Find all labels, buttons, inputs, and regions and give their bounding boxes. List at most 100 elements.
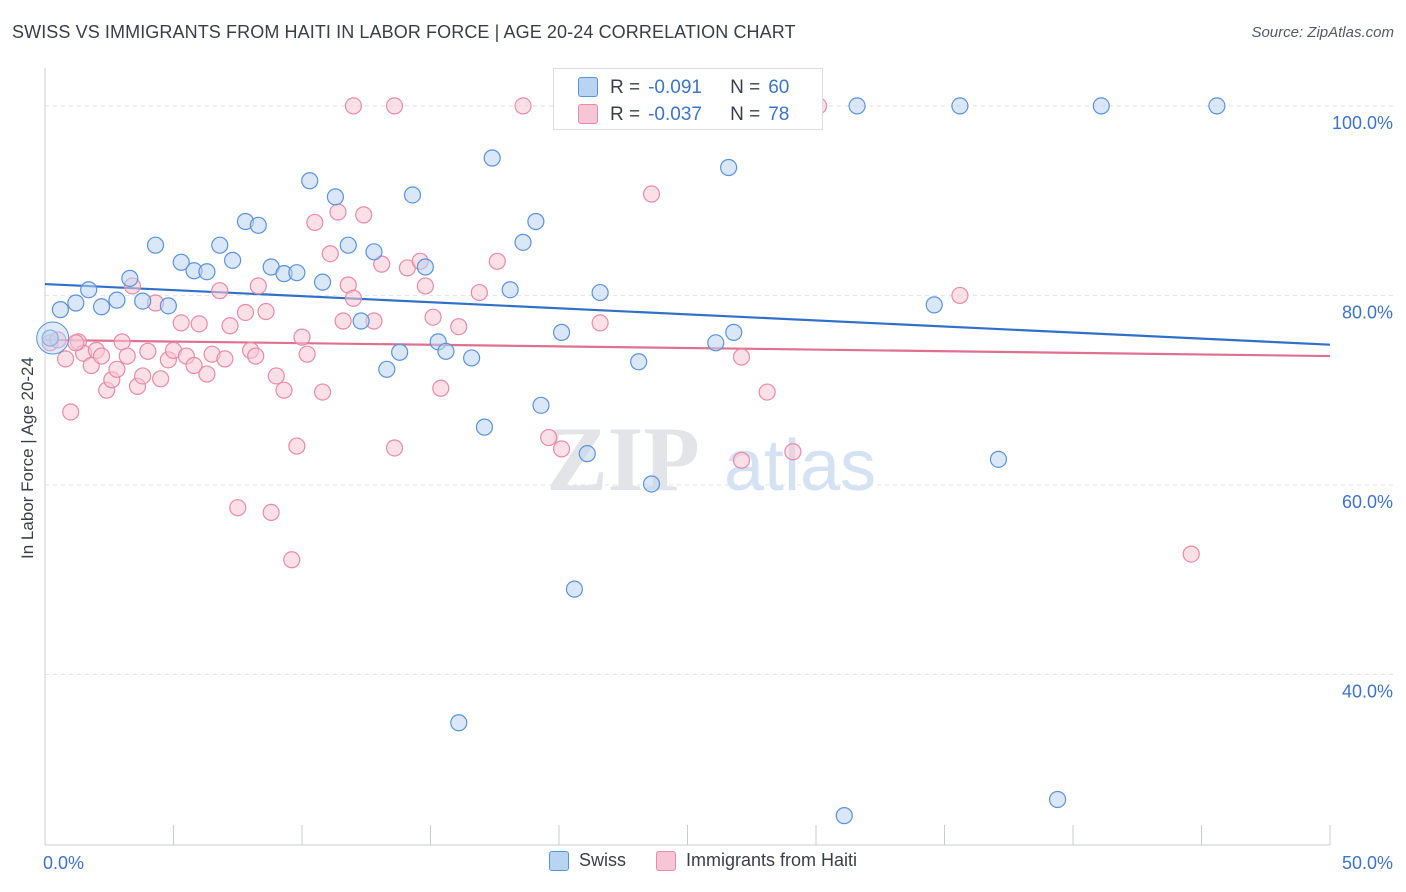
swiss-n-value: 60 — [768, 77, 790, 98]
swiss-point — [630, 353, 648, 371]
haiti-point — [334, 312, 352, 330]
haiti-point — [424, 308, 442, 326]
chart-title: SWISS VS IMMIGRANTS FROM HAITI IN LABOR … — [12, 22, 796, 42]
haiti-point — [540, 428, 558, 447]
haiti-n-label: N = — [730, 104, 761, 125]
haiti-point — [262, 503, 280, 522]
haiti-r-label: R = — [610, 104, 641, 125]
swiss-point — [224, 251, 242, 269]
axes — [44, 68, 1331, 846]
swiss-point — [501, 281, 519, 299]
stats-row-haiti: R = -0.037 N = 78 — [578, 104, 789, 126]
swiss-point — [159, 297, 177, 315]
swiss-point — [483, 149, 501, 167]
swiss-r-value: -0.091 — [648, 77, 702, 98]
swiss-point — [352, 312, 370, 330]
haiti-point — [329, 203, 347, 221]
swiss-point — [92, 298, 111, 316]
swiss-point — [450, 714, 468, 732]
y-axis-label: In Labor Force | Age 20-24 — [18, 357, 37, 559]
swiss-point — [565, 580, 584, 598]
swiss-point — [848, 97, 866, 115]
haiti-point — [216, 350, 234, 368]
swiss-point — [532, 396, 550, 414]
haiti-point — [249, 277, 267, 295]
tick-labels: 40.0% 60.0% 80.0% 100.0% 0.0% 50.0% — [43, 113, 1393, 873]
bottom-legend: Swiss Immigrants from Haiti — [0, 850, 1406, 871]
legend-item-swiss[interactable]: Swiss — [548, 850, 626, 871]
swiss-point — [121, 269, 139, 287]
haiti-point — [432, 379, 450, 397]
haiti-point — [152, 370, 170, 388]
swiss-point — [365, 243, 383, 261]
swiss-point — [1092, 97, 1110, 115]
haiti-point — [62, 403, 80, 421]
watermark-atlas: atlas — [724, 426, 876, 506]
swiss-point — [1048, 790, 1067, 809]
haiti-point — [642, 185, 661, 203]
swiss-point — [642, 475, 661, 493]
haiti-point — [488, 252, 506, 270]
stats-legend-box: R = -0.091 N = 60 R = -0.037 N = 78 — [553, 68, 823, 130]
swiss-point — [578, 445, 596, 463]
swiss-point — [80, 281, 98, 299]
swiss-point — [172, 253, 190, 271]
haiti-point — [450, 318, 468, 336]
y-tick-label: 60.0% — [1342, 492, 1393, 512]
haiti-point — [267, 367, 285, 385]
swiss-point — [211, 236, 229, 254]
haiti-trend-line — [44, 338, 1331, 358]
swiss-point — [591, 283, 609, 302]
haiti-point — [92, 347, 111, 365]
haiti-point — [139, 342, 157, 360]
swiss-point — [416, 258, 434, 276]
swiss-point — [403, 186, 422, 204]
haiti-point — [198, 365, 216, 383]
swiss-point — [989, 450, 1008, 468]
x-tick-label: 0.0% — [43, 853, 84, 873]
swiss-point — [925, 296, 943, 314]
legend-item-haiti[interactable]: Immigrants from Haiti — [655, 850, 857, 871]
haiti-point — [373, 255, 391, 273]
haiti-point — [732, 348, 751, 366]
haiti-point — [134, 367, 152, 385]
source-label: Source: ZipAtlas.com — [1251, 24, 1394, 41]
haiti-swatch — [578, 104, 598, 124]
haiti-point — [385, 439, 404, 457]
swiss-point — [249, 216, 267, 234]
swiss-swatch — [578, 77, 598, 97]
haiti-point — [257, 302, 275, 321]
haiti-point — [784, 443, 802, 461]
haiti-point — [247, 347, 265, 365]
swiss-point — [198, 263, 216, 281]
swiss-point — [707, 334, 725, 352]
swiss-point — [108, 291, 126, 309]
x-tick-label: 50.0% — [1342, 853, 1393, 873]
haiti-point — [344, 289, 362, 307]
haiti-r-value: -0.037 — [648, 104, 702, 125]
grid-lines — [45, 105, 1395, 675]
swiss-point — [288, 264, 306, 282]
haiti-point — [288, 437, 306, 455]
trend-lines — [44, 282, 1331, 358]
legend-swiss-label: Swiss — [578, 850, 626, 870]
swiss-point-large — [36, 321, 70, 355]
haiti-point — [172, 314, 190, 332]
haiti-point — [229, 499, 247, 517]
swiss-point — [835, 807, 853, 825]
haiti-point — [1182, 545, 1200, 563]
haiti-point — [236, 303, 255, 322]
swiss-point — [134, 292, 152, 310]
swiss-point — [41, 329, 59, 347]
watermark: ZIP atlas — [546, 408, 876, 510]
stats-row-swiss: R = -0.091 N = 60 — [578, 77, 789, 99]
y-tick-label: 80.0% — [1342, 302, 1393, 322]
watermark-zip: ZIP — [546, 408, 699, 510]
haiti-point — [313, 383, 332, 401]
swiss-point — [720, 158, 738, 177]
haiti-point — [185, 356, 203, 375]
swiss-point — [146, 236, 165, 254]
haiti-point — [283, 551, 301, 569]
haiti-point — [470, 283, 488, 302]
swiss-point — [339, 236, 357, 254]
